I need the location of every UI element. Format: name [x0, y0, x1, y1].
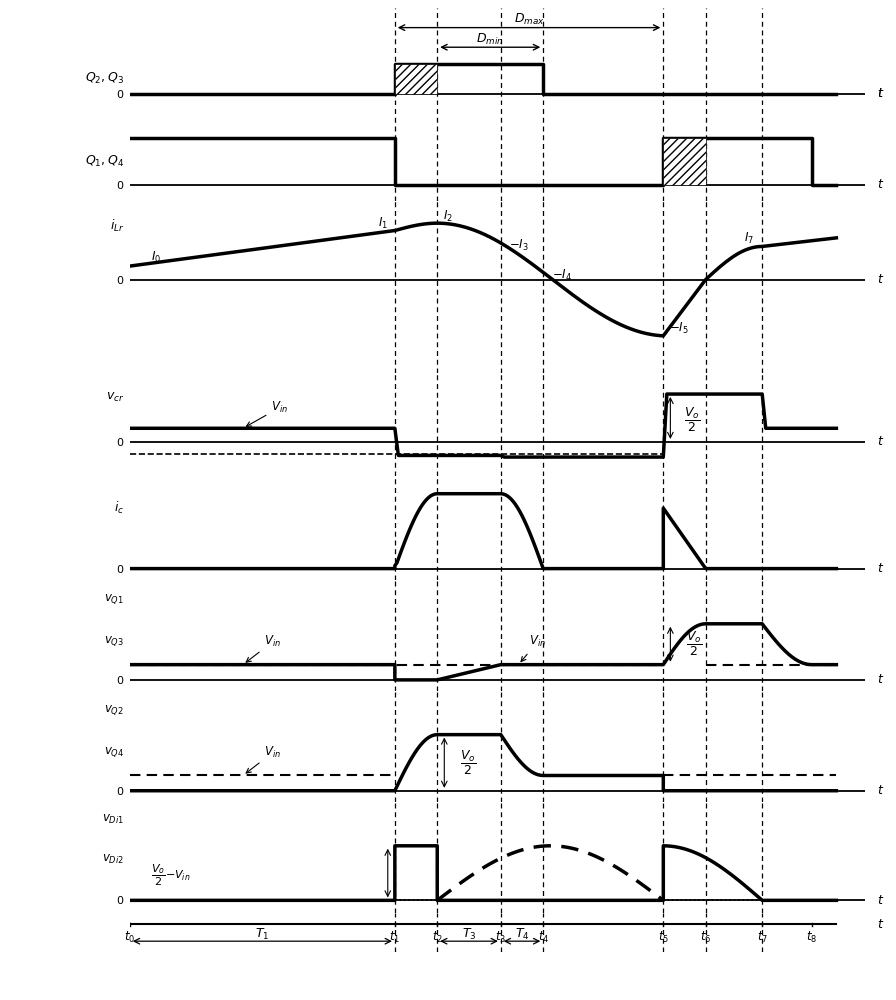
Text: $t$: $t$: [877, 562, 884, 575]
Text: $0$: $0$: [116, 179, 125, 191]
Text: $I_7$: $I_7$: [744, 231, 754, 246]
Text: $V_{in}$: $V_{in}$: [246, 400, 289, 426]
Text: $0$: $0$: [116, 88, 125, 100]
Text: $0$: $0$: [116, 436, 125, 448]
Text: $t_0$: $t_0$: [125, 930, 135, 945]
Text: $0$: $0$: [116, 563, 125, 575]
Text: $-I_3$: $-I_3$: [509, 238, 530, 253]
Text: $v_{Q3}$: $v_{Q3}$: [104, 634, 125, 648]
Text: $I_2$: $I_2$: [443, 208, 452, 224]
Text: $i_c$: $i_c$: [114, 500, 125, 516]
Text: $t_8$: $t_8$: [806, 930, 817, 945]
Text: $-I_5$: $-I_5$: [669, 321, 689, 336]
Text: $t$: $t$: [877, 87, 884, 100]
Text: $0$: $0$: [116, 894, 125, 906]
Text: $t$: $t$: [877, 273, 884, 286]
Text: $v_{Q4}$: $v_{Q4}$: [104, 745, 125, 759]
Text: $v_{cr}$: $v_{cr}$: [106, 391, 125, 404]
Text: $Q_2,Q_3$: $Q_2,Q_3$: [85, 71, 125, 86]
Text: $\dfrac{V_o}{2}$: $\dfrac{V_o}{2}$: [685, 406, 701, 434]
Text: $Q_1,Q_4$: $Q_1,Q_4$: [85, 154, 125, 169]
Text: $v_{Q2}$: $v_{Q2}$: [105, 704, 125, 717]
Text: $I_1$: $I_1$: [378, 216, 388, 231]
Text: $\dfrac{V_o}{2}$: $\dfrac{V_o}{2}$: [460, 749, 476, 777]
Text: $V_{in}$: $V_{in}$: [521, 634, 546, 662]
Text: $t_5$: $t_5$: [658, 930, 668, 945]
Text: $T_4$: $T_4$: [514, 927, 530, 942]
Text: $T_1$: $T_1$: [255, 927, 270, 942]
Text: $D_{min}$: $D_{min}$: [477, 32, 504, 47]
Text: $t$: $t$: [877, 918, 884, 931]
Text: $0$: $0$: [116, 674, 125, 686]
Text: $V_{in}$: $V_{in}$: [246, 634, 281, 662]
Text: $t_4$: $t_4$: [538, 930, 549, 945]
Text: $-I_4$: $-I_4$: [552, 268, 572, 283]
Text: $\dfrac{V_o}{2}{-}V_{in}$: $\dfrac{V_o}{2}{-}V_{in}$: [151, 863, 191, 888]
Text: $i_{Lr}$: $i_{Lr}$: [110, 218, 125, 234]
Text: $t$: $t$: [877, 894, 884, 907]
Text: $t$: $t$: [877, 673, 884, 686]
Text: $t_1$: $t_1$: [389, 930, 401, 945]
Text: $t$: $t$: [877, 87, 884, 100]
Text: $t$: $t$: [877, 784, 884, 797]
Text: $t$: $t$: [877, 435, 884, 448]
Text: $\dfrac{V_o}{2}$: $\dfrac{V_o}{2}$: [686, 630, 702, 658]
Text: $v_{Di2}$: $v_{Di2}$: [102, 853, 125, 866]
Text: $D_{max}$: $D_{max}$: [513, 12, 545, 27]
Text: $v_{Di1}$: $v_{Di1}$: [102, 813, 125, 826]
Text: $t_6$: $t_6$: [700, 930, 711, 945]
Text: $t_7$: $t_7$: [756, 930, 768, 945]
Text: $0$: $0$: [116, 274, 125, 286]
Text: $I_0$: $I_0$: [151, 250, 161, 265]
Text: $t_2$: $t_2$: [432, 930, 443, 945]
Text: $t$: $t$: [877, 178, 884, 191]
Text: $v_{Q1}$: $v_{Q1}$: [104, 593, 125, 606]
Text: $V_{in}$: $V_{in}$: [246, 745, 281, 773]
Text: $t_3$: $t_3$: [495, 930, 506, 945]
Text: $0$: $0$: [116, 785, 125, 797]
Text: $T_3$: $T_3$: [461, 927, 477, 942]
